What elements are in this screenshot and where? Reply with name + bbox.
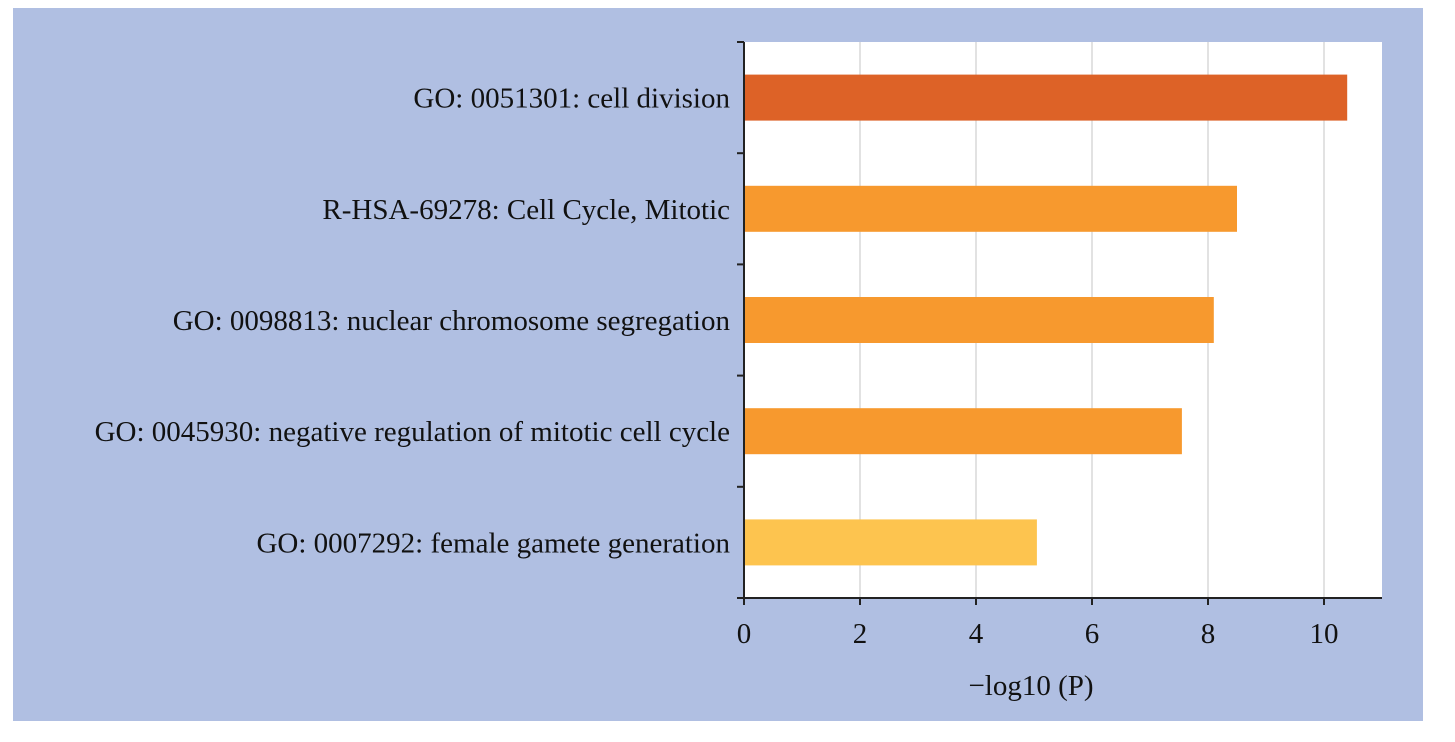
bar-1 bbox=[744, 74, 1348, 121]
bar-2 bbox=[744, 185, 1237, 232]
x-tick-labels: 0 2 4 6 8 10 bbox=[737, 618, 1339, 650]
category-labels: GO: 0051301: cell division R-HSA-69278: C… bbox=[95, 83, 731, 560]
category-label-4: GO: 0045930: negative regulation of mito… bbox=[95, 416, 730, 448]
x-tick-label-6: 6 bbox=[1085, 618, 1100, 650]
category-label-3: GO: 0098813: nuclear chromosome segregat… bbox=[173, 305, 731, 337]
bar-3 bbox=[744, 297, 1214, 343]
bars bbox=[744, 74, 1348, 566]
category-label-2: R-HSA-69278: Cell Cycle, Mitotic bbox=[322, 194, 730, 226]
bar-4 bbox=[744, 408, 1182, 455]
x-tick-label-8: 8 bbox=[1201, 618, 1216, 650]
x-tick-label-2: 2 bbox=[853, 618, 868, 650]
x-tick-label-0: 0 bbox=[737, 618, 752, 650]
category-label-5: GO: 0007292: female gamete generation bbox=[256, 527, 730, 559]
x-tick-label-4: 4 bbox=[969, 618, 984, 650]
bar-5 bbox=[744, 519, 1037, 566]
category-label-1: GO: 0051301: cell division bbox=[413, 83, 730, 115]
x-axis-title: −log10 (P) bbox=[968, 670, 1093, 702]
x-tick-label-10: 10 bbox=[1310, 618, 1339, 650]
axes bbox=[737, 41, 1382, 605]
